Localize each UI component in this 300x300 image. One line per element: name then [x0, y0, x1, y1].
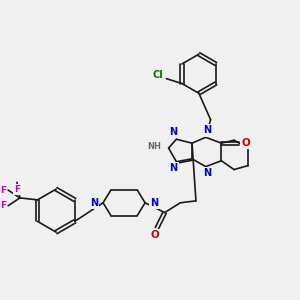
Text: F: F	[0, 186, 6, 195]
Text: N: N	[90, 198, 98, 208]
Text: N: N	[204, 169, 212, 178]
Text: F: F	[14, 184, 20, 194]
Text: Cl: Cl	[152, 70, 163, 80]
Text: N: N	[169, 128, 178, 137]
Text: O: O	[151, 230, 159, 240]
Text: N: N	[204, 125, 212, 135]
Text: N: N	[150, 198, 158, 208]
Text: F: F	[0, 201, 6, 210]
Text: N: N	[169, 163, 178, 172]
Text: NH: NH	[147, 142, 161, 151]
Text: O: O	[242, 138, 250, 148]
